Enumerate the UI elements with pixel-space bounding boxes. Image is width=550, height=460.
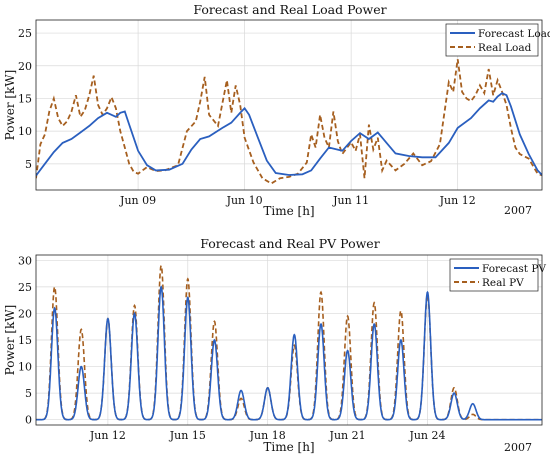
pv-x-tick-label: Jun 12: [89, 429, 126, 442]
load-x-axis: Jun 09 Jun 10 Jun 11 Jun 12: [119, 194, 476, 207]
load-chart-title: Forecast and Real Load Power: [193, 2, 386, 17]
pv-y-tick-label: 5: [25, 387, 32, 400]
pv-x-tick-label: Jun 15: [169, 429, 206, 442]
pv-plot-frame: [35, 254, 543, 426]
load-y-axis: 5 10 15 20 25: [18, 27, 32, 171]
load-y-tick-label: 15: [18, 92, 32, 105]
pv-legend: Forecast PV Real PV: [449, 258, 546, 292]
pv-year-label: 2007: [504, 441, 532, 454]
forecast-load-line: [36, 92, 542, 177]
pv-y-tick-label: 30: [18, 254, 32, 267]
pv-y-tick-label: 15: [18, 334, 32, 347]
load-legend-real-label: Real Load: [478, 42, 532, 54]
pv-x-axis: Jun 12 Jun 15 Jun 18 Jun 21 Jun 24: [89, 429, 446, 442]
load-plot-frame: [35, 19, 543, 191]
load-y-tick-label: 20: [18, 60, 32, 73]
pv-y-tick-label: 25: [18, 281, 32, 294]
pv-series-layer: [36, 263, 542, 421]
pv-legend-real-label: Real PV: [482, 277, 524, 289]
load-x-axis-label: Time [h]: [263, 204, 314, 218]
load-x-tick-label: Jun 11: [332, 194, 369, 207]
pv-x-tick-label: Jun 18: [249, 429, 286, 442]
load-legend: Forecast Load Real Load: [445, 23, 550, 57]
real-load-line: [36, 59, 542, 185]
load-x-tick-label: Jun 09: [119, 194, 156, 207]
load-y-tick-label: 10: [18, 125, 32, 138]
load-chart: Forecast and Real Load Power 5 10 15 20 25 J…: [3, 2, 550, 218]
load-series-layer: [36, 59, 542, 185]
load-y-axis-label: Power [kW]: [3, 70, 17, 141]
pv-y-tick-label: 0: [25, 414, 32, 427]
pv-y-axis-label: Power [kW]: [3, 305, 17, 376]
load-y-tick-label: 5: [25, 158, 32, 171]
pv-x-tick-label: Jun 21: [329, 429, 366, 442]
load-legend-box: [445, 23, 539, 57]
load-x-tick-label: Jun 12: [439, 194, 476, 207]
pv-chart-title: Forecast and Real PV Power: [200, 236, 379, 251]
pv-y-tick-label: 10: [18, 361, 32, 374]
pv-x-tick-label: Jun 24: [408, 429, 445, 442]
pv-y-axis: 0 5 10 15 20 25 30: [18, 254, 32, 426]
forecast-pv-line: [36, 285, 542, 421]
pv-legend-forecast-label: Forecast PV: [482, 263, 546, 275]
pv-x-axis-label: Time [h]: [263, 440, 314, 454]
pv-chart: Forecast and Real PV Power 051015202530 …: [3, 236, 546, 454]
load-x-tick-label: Jun 10: [226, 194, 263, 207]
load-year-label: 2007: [504, 204, 532, 217]
pv-legend-box: [449, 258, 539, 292]
pv-y-tick-label: 20: [18, 307, 32, 320]
load-legend-forecast-label: Forecast Load: [478, 28, 550, 40]
load-y-tick-label: 25: [18, 27, 32, 40]
